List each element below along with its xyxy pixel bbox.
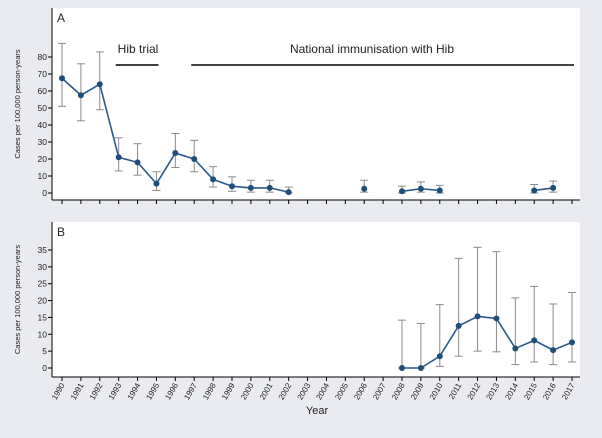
series-line-segment	[477, 315, 497, 320]
data-point	[550, 347, 557, 354]
data-point	[455, 322, 462, 329]
series-line-segment	[552, 341, 573, 351]
y-axis-label: Cases per 100,000 person-years	[13, 49, 22, 158]
y-tick-label: 0	[42, 363, 47, 373]
data-point	[550, 184, 557, 191]
series-line-segment	[420, 187, 440, 192]
y-tick-label: 35	[38, 245, 48, 255]
plot-area	[52, 8, 580, 200]
data-point	[59, 75, 65, 82]
data-point	[172, 150, 179, 157]
series-line-segment	[269, 187, 289, 193]
panel-a: A 0 10 20 30 40 50 60 70 80 Cases per 100,000 pers…	[13, 8, 580, 204]
series-line-segment	[231, 185, 251, 189]
y-tick-label: 10	[38, 329, 48, 339]
data-point	[399, 365, 405, 371]
y-tick-label: 20	[38, 154, 48, 164]
data-point	[285, 189, 292, 196]
y-tick-label: 40	[38, 120, 48, 130]
series-line-segment	[175, 152, 195, 160]
data-point	[115, 154, 122, 161]
series-line-segment	[534, 187, 554, 192]
series-line-segment	[515, 339, 535, 350]
data-point	[531, 187, 538, 194]
data-point	[134, 159, 141, 166]
y-tick-label: 25	[38, 279, 48, 289]
y-tick-label: 15	[38, 312, 48, 322]
data-point	[493, 315, 500, 322]
data-point	[229, 183, 235, 190]
y-tick-label: 80	[38, 52, 48, 62]
data-point	[512, 345, 519, 352]
y-axis-label: Cases per 100,000 person-years	[13, 245, 22, 354]
series-line-segment	[533, 339, 554, 351]
data-point	[191, 156, 198, 162]
series-line-segment	[420, 355, 441, 369]
data-point	[474, 313, 481, 320]
y-tick-label: 30	[38, 262, 48, 272]
y-tick-label: 30	[38, 137, 48, 147]
series-line-segment	[495, 318, 517, 349]
series-line-segment	[61, 77, 82, 96]
series-line-segment	[99, 83, 120, 158]
series-line-segment	[193, 158, 214, 180]
series-line-segment	[118, 156, 138, 164]
y-tick-label: 70	[38, 69, 48, 79]
series-line-segment	[136, 161, 158, 185]
data-point	[531, 337, 538, 344]
data-point	[77, 92, 84, 99]
data-point	[247, 184, 254, 191]
y-tick-label: 10	[38, 171, 48, 181]
data-point	[361, 185, 368, 192]
data-point	[153, 180, 160, 187]
plot-area	[52, 222, 580, 377]
data-point	[399, 188, 405, 195]
y-tick-label: 5	[42, 346, 47, 356]
data-point	[417, 365, 424, 371]
series-line-segment	[80, 83, 101, 96]
annotation-label: Hib trial	[118, 42, 159, 56]
y-tick-label: 0	[42, 188, 47, 198]
series-line-segment	[401, 187, 421, 193]
data-point	[266, 184, 273, 191]
y-tick-label: 20	[38, 296, 48, 306]
y-tick-label: 60	[38, 86, 48, 96]
data-point	[436, 353, 443, 360]
panel-label: B	[57, 225, 65, 239]
series-line-segment	[439, 325, 460, 357]
series-line-segment	[212, 178, 233, 187]
series-line-segment	[458, 315, 478, 327]
series-line-segment	[155, 152, 177, 185]
data-point	[436, 187, 443, 194]
data-point	[96, 81, 103, 88]
panel-label: A	[57, 11, 65, 25]
data-point	[417, 185, 424, 192]
x-axis-label: Year	[306, 405, 329, 417]
data-point	[569, 339, 575, 346]
y-tick-label: 50	[38, 103, 48, 113]
annotation-label: National immunisation with Hib	[290, 42, 454, 56]
data-point	[210, 176, 217, 183]
